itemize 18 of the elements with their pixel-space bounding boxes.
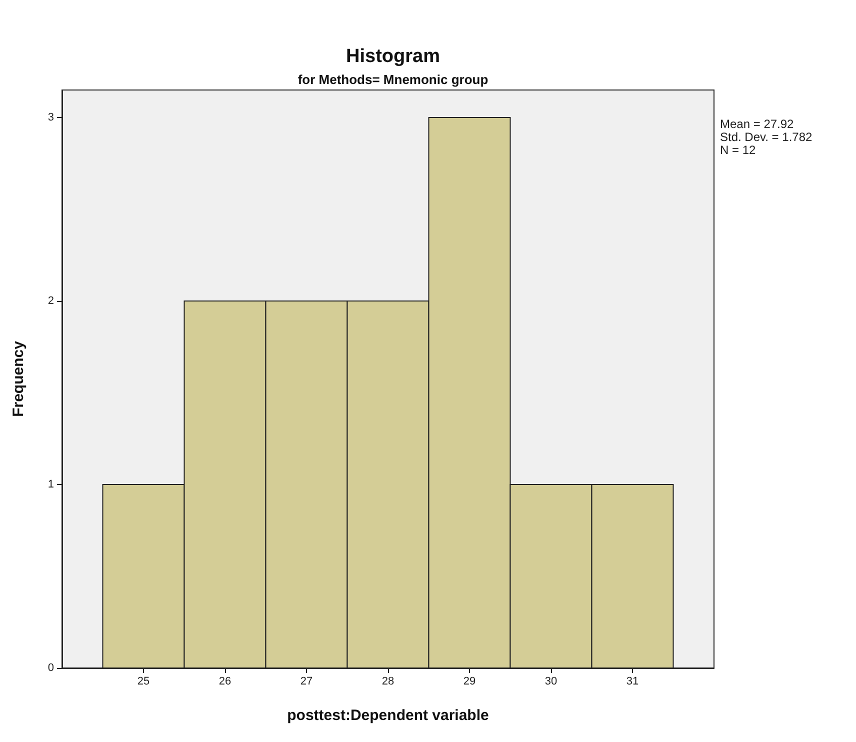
y-tick-label: 3: [48, 112, 54, 124]
x-tick-label: 26: [218, 676, 232, 688]
chart-subtitle: for Methods= Mnemonic group: [298, 72, 488, 87]
x-tick-label: 30: [544, 676, 558, 688]
x-axis-title: posttest:Dependent variable: [287, 707, 489, 724]
x-tick-label: 31: [626, 676, 639, 688]
text: N = 12: [720, 143, 756, 157]
y-tick-label: 1: [48, 478, 54, 491]
x-tick-label: 29: [463, 676, 476, 688]
x-tick-label: 25: [137, 676, 150, 688]
text: Std. Dev. = 1.782: [720, 130, 812, 144]
x-tick-label: 27: [300, 676, 313, 688]
chart-title: Histogram: [346, 46, 440, 67]
y-axis-title: Frequency: [10, 340, 27, 417]
y-tick-label: 0: [48, 662, 54, 674]
y-tick-label: 2: [48, 295, 54, 308]
text: Mean = 27.92: [720, 117, 794, 131]
x-tick-label: 28: [382, 676, 394, 688]
